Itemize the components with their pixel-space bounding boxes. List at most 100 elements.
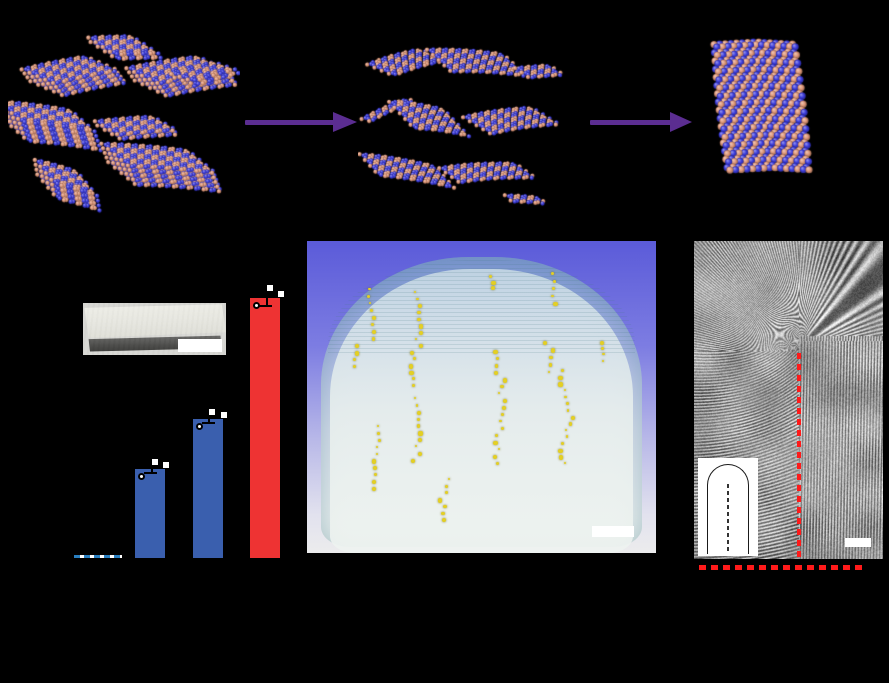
tomography-inclusion-voxel bbox=[543, 340, 548, 345]
tomography-inclusion-voxel bbox=[418, 330, 423, 335]
tomography-inclusion-voxel bbox=[551, 272, 555, 276]
arrow-exfoliation bbox=[245, 112, 357, 132]
tomography-inclusion-voxel bbox=[410, 458, 415, 463]
tomography-inclusion-voxel bbox=[353, 358, 357, 362]
tomography-inclusion-voxel bbox=[371, 479, 377, 485]
tomography-inclusion-voxel bbox=[415, 297, 419, 301]
boundary-trace-underline bbox=[699, 565, 867, 570]
tomography-inclusion-voxel bbox=[354, 343, 359, 349]
chart-bar-fill bbox=[250, 298, 281, 558]
tomography-scale-bar bbox=[592, 526, 634, 537]
chart-bar-fill bbox=[135, 468, 166, 558]
tomography-inclusion-voxel bbox=[565, 402, 569, 405]
chart-data-marker-secondary bbox=[278, 291, 285, 298]
stage-stacked-multilayer-nanosheets bbox=[8, 8, 240, 226]
tomography-inclusion-voxel bbox=[493, 350, 498, 355]
tomography-inclusion-voxel bbox=[559, 455, 564, 460]
tomography-inclusion-voxel bbox=[354, 350, 360, 356]
tomography-inclusion-voxel bbox=[499, 419, 502, 423]
tomography-inclusion-voxel bbox=[601, 359, 605, 363]
bar-chart-panel bbox=[60, 250, 290, 570]
tomography-inclusion-voxel bbox=[375, 445, 378, 448]
xray-tomography-panel bbox=[307, 241, 656, 553]
chart-error-cap bbox=[144, 471, 158, 474]
arrow-shaft bbox=[590, 120, 674, 125]
tomography-inclusion-voxel bbox=[441, 511, 445, 516]
tomography-inclusion-voxel bbox=[564, 388, 567, 391]
tomography-inclusion-voxel bbox=[490, 285, 496, 291]
tomography-inclusion-voxel bbox=[417, 310, 421, 315]
tomography-inclusion-voxel bbox=[418, 344, 423, 349]
tomography-inclusion-voxel bbox=[560, 368, 565, 373]
tomography-inclusion-voxel bbox=[566, 408, 570, 412]
tomography-inclusion-voxel bbox=[372, 466, 377, 471]
chart-error-tip bbox=[266, 284, 273, 291]
tomography-inclusion-voxel bbox=[412, 377, 416, 381]
tomography-inclusion-voxel bbox=[553, 302, 558, 307]
chart-error-tip bbox=[209, 408, 216, 415]
tomography-inclusion-voxel bbox=[492, 454, 498, 460]
tomography-inclusion-voxel bbox=[377, 431, 381, 435]
bulk-sample-photograph bbox=[83, 303, 226, 355]
tomography-inclusion-voxel bbox=[500, 412, 505, 417]
chart-data-marker-secondary bbox=[163, 461, 170, 468]
tomography-inclusion-voxel bbox=[497, 447, 500, 450]
tomography-inclusion-voxel bbox=[444, 491, 448, 495]
tomography-inclusion-voxel bbox=[570, 415, 576, 421]
tomography-inclusion-voxel bbox=[415, 337, 418, 340]
tomography-inclusion-voxel bbox=[561, 442, 565, 446]
molecular-sheet-canvas bbox=[700, 32, 878, 210]
hrtem-panel bbox=[694, 241, 883, 559]
tomography-inclusion-voxel bbox=[564, 395, 567, 398]
tomography-inclusion-voxel bbox=[552, 279, 557, 284]
tomography-inclusion-voxel bbox=[502, 378, 508, 383]
stage-reassembled-dense-bulk bbox=[700, 32, 878, 210]
tomography-inclusion-voxel bbox=[416, 417, 421, 422]
tem-scale-bar bbox=[845, 538, 871, 547]
chart-error-bar bbox=[265, 293, 268, 307]
tomography-inclusion-voxel bbox=[409, 370, 414, 376]
tomography-inclusion-voxel bbox=[437, 498, 443, 503]
chart-data-marker-secondary bbox=[220, 412, 227, 419]
tomography-inclusion-voxel bbox=[368, 301, 371, 304]
tomography-inclusion-voxel bbox=[498, 392, 501, 395]
tomography-inclusion-voxel bbox=[565, 435, 569, 438]
tomography-inclusion-voxel bbox=[352, 365, 356, 369]
tomography-inclusion-voxel bbox=[502, 405, 507, 411]
reference-dashed-line bbox=[74, 555, 122, 558]
tomography-inclusion-voxel bbox=[417, 317, 421, 321]
tomography-inclusion-voxel bbox=[374, 473, 378, 476]
tomography-inclusion-voxel bbox=[551, 294, 554, 298]
chart-error-cap bbox=[201, 422, 215, 425]
sample-top-face bbox=[84, 304, 226, 338]
tomography-inclusion-voxel bbox=[551, 287, 556, 291]
tomography-inclusion-voxel bbox=[372, 315, 377, 320]
tomography-inclusion-voxel bbox=[447, 478, 451, 481]
schematic-arch-outline bbox=[707, 464, 749, 554]
tomography-inclusion-voxel bbox=[370, 322, 375, 327]
tomography-inclusion-voxel bbox=[366, 294, 370, 298]
tomography-inclusion-voxel bbox=[564, 428, 567, 431]
schematic-centerline bbox=[727, 484, 729, 554]
chart-bar bbox=[250, 298, 281, 558]
tomography-inclusion-voxel bbox=[418, 431, 423, 436]
tomography-inclusion-voxel bbox=[549, 363, 553, 367]
molecular-sheet-canvas bbox=[358, 20, 573, 216]
tomography-inclusion-voxel bbox=[413, 357, 416, 360]
tomography-inclusion-voxel bbox=[500, 385, 504, 389]
tomography-inclusion-voxel bbox=[563, 462, 567, 465]
tomography-inclusion-voxel bbox=[408, 364, 414, 369]
tomography-inclusion-voxel bbox=[488, 275, 492, 279]
tomography-inclusion-voxel bbox=[417, 438, 422, 443]
arrow-head bbox=[333, 112, 357, 132]
tomography-inclusion-voxel bbox=[495, 364, 499, 368]
tomography-inclusion-voxel bbox=[547, 370, 551, 374]
tomography-inclusion-voxel bbox=[558, 382, 563, 387]
tomography-inclusion-voxel bbox=[549, 355, 553, 360]
chart-bar bbox=[192, 419, 223, 558]
tomography-inclusion-voxel bbox=[493, 440, 498, 446]
tomography-inclusion-voxel bbox=[500, 426, 505, 431]
tomography-inclusion-voxel bbox=[418, 304, 423, 309]
tomography-inclusion-voxel bbox=[417, 451, 422, 456]
tomography-inclusion-voxel bbox=[371, 329, 376, 334]
